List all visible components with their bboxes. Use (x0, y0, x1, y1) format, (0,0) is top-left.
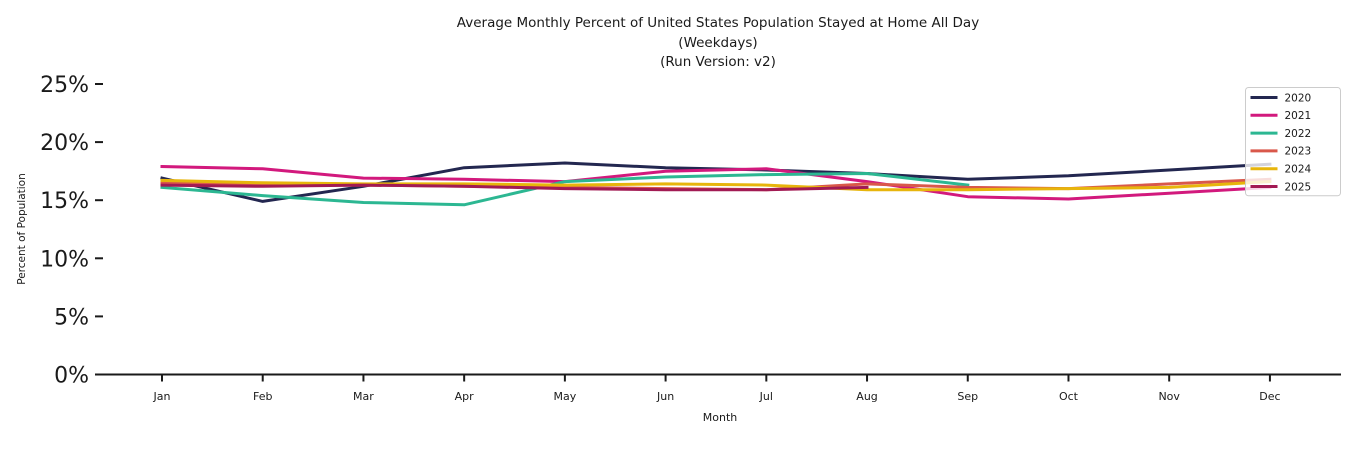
x-tick-label: Mar (353, 390, 374, 403)
series-lines (160, 161, 1272, 207)
legend-label-2023: 2023 (1285, 146, 1312, 158)
x-tick-label: Oct (1059, 390, 1079, 403)
y-tick-label: 15% (40, 189, 89, 214)
x-tick-label: Aug (856, 390, 877, 403)
y-tick-label: 5% (54, 305, 89, 330)
x-tick-label: Sep (957, 390, 978, 403)
chart-title-line2: (Weekdays) (678, 35, 757, 51)
x-tick-label: May (554, 390, 577, 403)
chart-title-line3: (Run Version: v2) (660, 54, 776, 70)
legend-entry-2022: 2022 (1250, 128, 1312, 140)
legend-label-2024: 2024 (1285, 164, 1312, 176)
x-tick-label: Dec (1259, 390, 1280, 403)
x-tick-label: Feb (253, 390, 272, 403)
legend-label-2025: 2025 (1285, 181, 1312, 193)
y-tick-label: 25% (40, 73, 89, 98)
legend-entry-2025: 2025 (1250, 181, 1312, 193)
x-tick-label: Jan (153, 390, 171, 403)
legend-label-2020: 2020 (1285, 92, 1312, 104)
x-axis-label: Month (703, 411, 738, 424)
chart-title-line1: Average Monthly Percent of United States… (457, 15, 979, 31)
y-tick-label: 20% (40, 131, 89, 156)
legend-entry-2020: 2020 (1250, 92, 1312, 104)
y-axis-ticks: 0% 5% 10% 15% 20% 25% (40, 73, 103, 389)
x-tick-label: Nov (1158, 390, 1180, 403)
x-axis-ticks: Jan Feb Mar Apr May Jun Jul Aug Sep Oct Nov Dec (153, 374, 1281, 403)
y-axis-label: Percent of Population (16, 173, 28, 284)
series-line-2025 (160, 183, 869, 192)
x-tick-label: Jul (759, 390, 773, 403)
x-tick-label: Apr (455, 390, 475, 403)
series-line-2021 (160, 164, 1272, 201)
legend-entry-2023: 2023 (1250, 146, 1312, 158)
legend-label-2021: 2021 (1285, 110, 1312, 122)
x-tick-label: Jun (656, 390, 674, 403)
y-tick-label: 10% (40, 247, 89, 272)
legend-entry-2024: 2024 (1250, 164, 1312, 176)
legend-label-2022: 2022 (1285, 128, 1312, 140)
series-line-2024 (160, 178, 1272, 192)
y-tick-label: 0% (54, 364, 89, 389)
legend: 2020 2021 2022 2023 2024 2025 (1245, 87, 1341, 197)
legend-entry-2021: 2021 (1250, 110, 1312, 122)
series-line-2022 (160, 172, 970, 207)
